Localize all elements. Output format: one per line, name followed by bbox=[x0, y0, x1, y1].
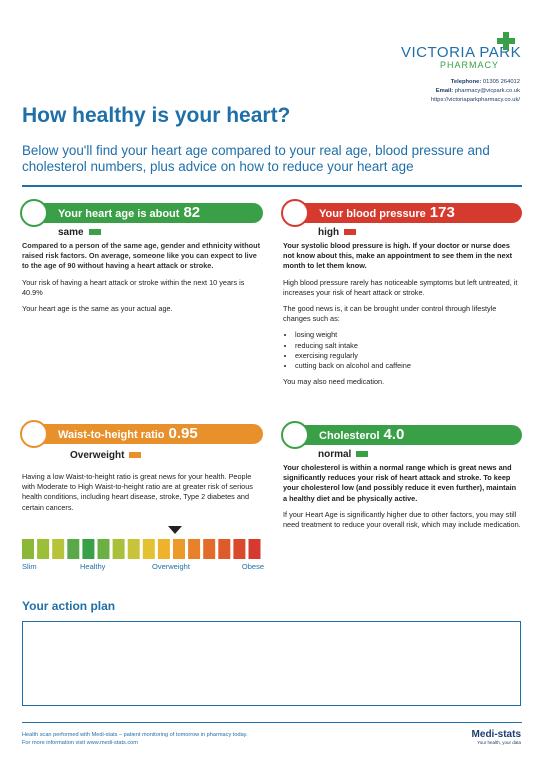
footer-line: Health scan performed with Medi-stats – … bbox=[22, 732, 248, 738]
status: Overweight bbox=[70, 450, 142, 461]
footer-divider bbox=[22, 722, 522, 723]
scale-segment bbox=[203, 539, 216, 559]
scale-segment bbox=[37, 539, 50, 559]
title: How healthy is your heart? bbox=[22, 104, 291, 127]
footer-line: For more information visit www.medi-stat… bbox=[22, 740, 138, 746]
scale-label: Slim bbox=[22, 562, 37, 571]
paragraph: High blood pressure rarely has noticeabl… bbox=[283, 277, 518, 297]
scale-labels: Slim Healthy Overweight Obese bbox=[22, 562, 264, 572]
cholesterol-pill: Cholesterol 4.0 bbox=[281, 421, 522, 449]
value: 4.0 bbox=[383, 426, 405, 443]
paragraph: Your systolic blood pressure is high. If… bbox=[283, 241, 513, 271]
paragraph: The good news is, it can be brought unde… bbox=[283, 304, 497, 324]
status-swatch bbox=[356, 451, 369, 458]
list-item: losing weight bbox=[295, 330, 522, 340]
status: same bbox=[58, 227, 101, 238]
scale-segment bbox=[22, 539, 34, 559]
bp-pill: Your blood pressure 173 bbox=[281, 199, 522, 227]
status-text: high bbox=[318, 227, 340, 238]
paragraph: Your heart age is the same as your actua… bbox=[22, 304, 173, 314]
footer-text: Health scan performed with Medi-stats – … bbox=[22, 731, 248, 747]
paragraph: Compared to a person of the same age, ge… bbox=[22, 241, 260, 271]
waist-pill: Waist-to-height ratio 0.95 bbox=[20, 420, 263, 448]
logo-text: Medi-stats bbox=[471, 729, 521, 740]
scale-segment bbox=[67, 539, 80, 559]
scale-segment bbox=[52, 539, 65, 559]
divider bbox=[22, 185, 522, 187]
scale-segment bbox=[97, 539, 110, 559]
scale-label: Healthy bbox=[80, 562, 106, 571]
paragraph: Your cholesterol is within a normal rang… bbox=[283, 463, 517, 503]
contact: Telephone: 01305 264012 Email: pharmacy@… bbox=[431, 78, 520, 105]
intro: Below you'll find your heart age compare… bbox=[22, 143, 490, 174]
email-row: Email: pharmacy@vicpark.co.uk bbox=[431, 87, 520, 96]
icon bbox=[20, 199, 48, 227]
action-plan-box bbox=[22, 621, 521, 706]
status-swatch bbox=[344, 229, 357, 236]
list: losing weight reducing salt intake exerc… bbox=[283, 330, 522, 371]
status: high bbox=[318, 227, 357, 238]
icon bbox=[281, 199, 309, 227]
status: normal bbox=[318, 449, 369, 460]
scale-segment bbox=[112, 539, 125, 559]
paragraph: You may also need medication. bbox=[283, 377, 385, 387]
waist-scale bbox=[22, 526, 261, 559]
list-item: exercising regularly bbox=[295, 351, 522, 361]
label: Telephone: bbox=[450, 79, 482, 85]
status-text: Overweight bbox=[70, 450, 125, 461]
medistats-logo: Medi-stats Your health, your data bbox=[472, 729, 521, 745]
scale-segment bbox=[142, 539, 155, 559]
paragraph: Your risk of having a heart attack or st… bbox=[22, 277, 245, 297]
pharmacy-name: VICTORIA PARK bbox=[401, 44, 522, 61]
logo-tagline: Your health, your data bbox=[477, 740, 521, 745]
label: Email: bbox=[435, 88, 454, 94]
scale-segment bbox=[127, 539, 140, 559]
value: 0.95 bbox=[168, 425, 198, 442]
bp-text: Your systolic blood pressure is high. If… bbox=[283, 241, 522, 393]
phone-row: Telephone: 01305 264012 bbox=[431, 78, 520, 87]
scale-segment bbox=[233, 539, 246, 559]
scale-segment bbox=[82, 539, 95, 559]
website[interactable]: https://victoriaparkpharmacy.co.uk/ bbox=[430, 97, 520, 103]
value: 173 bbox=[429, 204, 455, 221]
paragraph: Having a low Waist-to-height ratio is gr… bbox=[22, 472, 253, 512]
heart-age-text: Compared to a person of the same age, ge… bbox=[22, 241, 263, 320]
pharmacy-cross bbox=[497, 32, 515, 50]
scale-label: Obese bbox=[241, 562, 264, 571]
email: pharmacy@vicpark.co.uk bbox=[454, 88, 520, 94]
scale-label: Overweight bbox=[152, 562, 190, 571]
action-plan-title: Your action plan bbox=[22, 599, 116, 613]
status-text: normal bbox=[318, 449, 352, 460]
label: Waist-to-height ratio bbox=[58, 429, 165, 441]
paragraph: If your Heart Age is significantly highe… bbox=[283, 509, 521, 530]
icon bbox=[20, 420, 48, 448]
list-item: cutting back on alcohol and caffeine bbox=[295, 361, 522, 371]
scale-segment bbox=[173, 539, 185, 559]
list-item: reducing salt intake bbox=[295, 341, 522, 351]
status-swatch bbox=[129, 452, 142, 459]
status-text: same bbox=[58, 227, 84, 238]
label: Your blood pressure bbox=[319, 208, 426, 220]
cholesterol-text: Your cholesterol is within a normal rang… bbox=[283, 463, 522, 536]
label: Cholesterol bbox=[319, 430, 380, 442]
pharmacy-sub: PHARMACY bbox=[440, 60, 500, 70]
status-swatch bbox=[88, 229, 101, 236]
heart-age-pill: Your heart age is about 82 bbox=[20, 199, 263, 227]
value: 82 bbox=[183, 204, 201, 221]
scale-segment bbox=[248, 539, 261, 559]
label: Your heart age is about bbox=[58, 208, 180, 220]
scale-segment bbox=[218, 539, 231, 559]
icon bbox=[281, 421, 309, 449]
phone: 01305 264012 bbox=[482, 79, 520, 85]
scale-segment bbox=[188, 539, 201, 559]
scale-segment bbox=[157, 539, 170, 559]
waist-text: Having a low Waist-to-height ratio is gr… bbox=[22, 472, 263, 519]
